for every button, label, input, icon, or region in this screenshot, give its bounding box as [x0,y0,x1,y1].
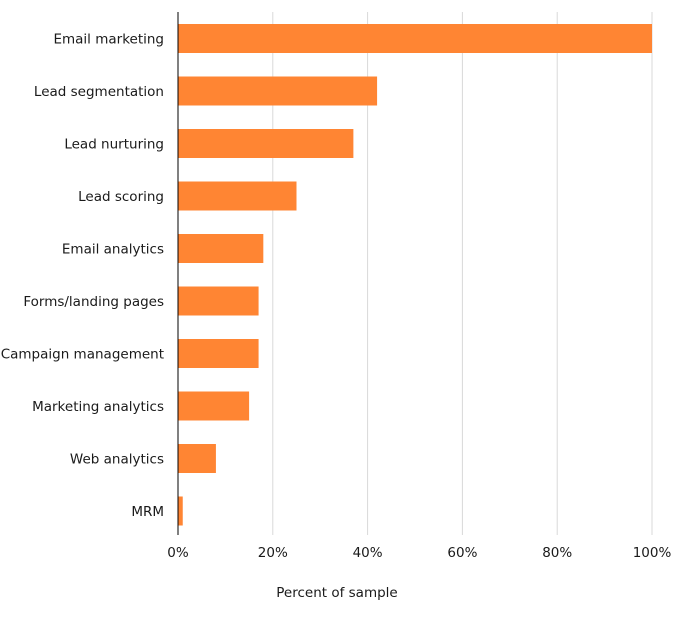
bar-lead-segmentation [178,76,378,106]
x-tick-label: 60% [447,545,477,561]
x-tick-label: 80% [542,545,572,561]
bar-mrm [178,496,183,526]
bar-lead-scoring [178,181,297,211]
bars [178,24,652,526]
bar-lead-nurturing [178,129,354,158]
labels: 0% 20% 40% 60% 80% 100% Email marketing Lead se… [1,32,672,562]
x-tick-label: 100% [633,545,672,561]
category-label: Lead segmentation [34,84,164,100]
category-label: Marketing analytics [32,399,164,415]
bar-email-marketing [178,24,652,53]
category-label: Email analytics [62,242,164,258]
category-label: MRM [131,504,164,520]
bar-forms-landing-pages [178,286,259,316]
bar-email-analytics [178,234,264,263]
category-label: Campaign management [1,347,164,363]
category-label: Web analytics [70,452,164,468]
x-tick-label: 40% [353,545,383,561]
x-axis-title: Percent of sample [276,585,397,601]
bar-marketing-analytics [178,391,250,421]
bar-web-analytics [178,444,216,473]
category-label: Forms/landing pages [23,294,164,310]
bar-campaign-management [178,339,259,368]
x-tick-label: 20% [258,545,288,561]
category-label: Lead nurturing [64,137,164,153]
category-label: Email marketing [53,32,164,48]
category-label: Lead scoring [78,189,164,205]
x-tick-label: 0% [167,545,189,561]
